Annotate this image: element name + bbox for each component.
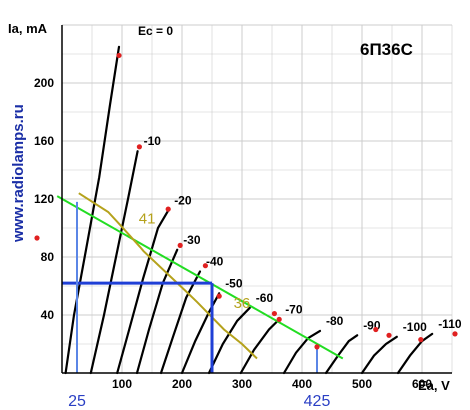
red-point [202,263,208,269]
red-point [165,206,171,212]
load-line-green [56,195,344,360]
plate-curves [64,45,434,375]
y-tick-label: 160 [34,134,54,148]
plate-curve [64,45,121,375]
curve-label: -40 [206,255,224,269]
curve-label: -20 [174,194,192,208]
x-tick-label: 500 [352,377,372,391]
red-point [271,310,277,317]
red-point [216,293,222,299]
red-point [418,337,424,343]
red-point [34,235,40,241]
grid [61,24,453,374]
y-tick-label: 200 [34,76,54,90]
y-axis-label: Ia, mA [8,21,48,36]
plate-curve [89,150,139,375]
curve-label: -80 [326,314,344,328]
plate-curve [360,335,398,375]
y-tick-label: 80 [41,250,55,264]
red-point [314,344,320,350]
plate-curve [324,334,359,375]
operating-point-lines: 25 425 [62,201,331,410]
load-lines: 41 36 [56,192,344,360]
x-tick-label: 100 [112,377,132,391]
red-point [386,332,392,338]
curve-labels: Ec = 0-10-20-30-40-50-60-70-80 -90 -100 -11… [138,24,462,334]
x-tick-label: 400 [292,377,312,391]
red-point [276,316,282,322]
x-tick-label: 300 [232,377,252,391]
site-watermark: www.radiolamps.ru [10,104,27,243]
red-point [177,242,183,248]
plate-curve [116,209,170,375]
red-point [373,326,379,333]
operating-marker-label: 425 [304,393,331,410]
x-tick-label: 600 [412,377,432,391]
curve-label: -50 [225,276,243,290]
load-line-annotation: 41 [139,211,156,228]
tick-labels: 100 200 300 400 500 600 40 80 120 160 200 [34,76,432,391]
plate-curve [239,318,281,375]
curve-label: Ec = 0 [138,24,173,38]
red-point [452,331,458,337]
curve-label: -10 [144,134,162,148]
curve-label: -30 [183,233,201,247]
red-point [116,52,122,59]
plate-curve [396,332,434,375]
operating-marker-label: 25 [68,393,86,410]
plate-curve [207,306,251,375]
load-line-annotation: 36 [234,295,251,312]
plate-curve [135,248,179,375]
red-point [136,144,142,150]
load-line-brown [78,192,258,360]
x-axis-label: Ea, V [418,378,450,393]
x-tick-label: 200 [172,377,192,391]
plate-curve [180,292,221,375]
y-tick-label: 120 [34,192,54,206]
plate-curve [282,329,322,375]
curve-label: -60 [256,291,274,305]
curve-label: -100 [403,320,427,334]
red-points [34,52,458,350]
curve-label: -110 [438,317,462,331]
curve-label: -70 [285,302,303,316]
axes [61,25,452,374]
tube-type-label: 6П36С [360,40,413,59]
y-tick-label: 40 [41,308,55,322]
